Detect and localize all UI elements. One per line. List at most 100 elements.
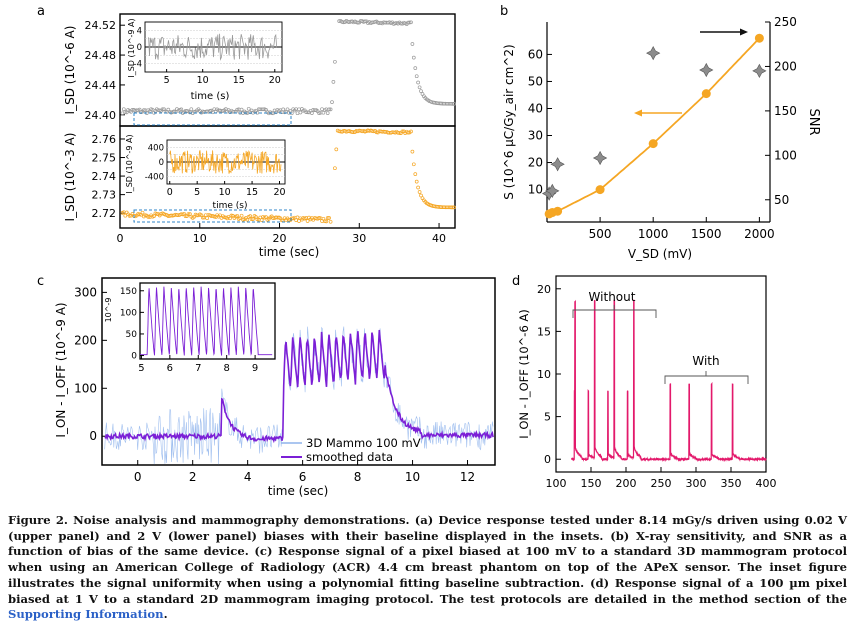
panel-a-upper-yticks: 24.40 24.44 24.48 24.52	[85, 19, 125, 122]
panel-a-upper-point	[417, 85, 422, 90]
panel-a-lower-point	[200, 215, 205, 220]
panel-a-lower-point	[239, 213, 244, 218]
panel-a-upper-point	[363, 19, 367, 24]
panel-a-inset-trace	[148, 33, 278, 61]
panel-b-right-ytick: 200	[774, 59, 797, 73]
panel-a-upper-point	[297, 107, 301, 112]
panel-a-upper-point	[419, 89, 423, 93]
panel-b: 500 1000 1500 2000 60 50 40 30 20 10 250 200 150 100 5…	[502, 15, 821, 261]
panel-label-a: a	[37, 4, 45, 19]
panel-a-upper-point	[179, 107, 184, 112]
panel-label-b: b	[500, 4, 508, 19]
panel-a-upper-ytick: 24.44	[85, 79, 117, 92]
supporting-information-link[interactable]: Supporting Information	[8, 607, 164, 622]
panel-d-ytick: 5	[544, 411, 551, 424]
without-bracket	[572, 309, 657, 318]
panel-a-upper-point	[410, 42, 415, 46]
panel-a-lower-ytick: 2.72	[92, 207, 117, 220]
panel-a-upper-point	[330, 100, 334, 104]
panel-d-ticks: 100 150 200 250 300 350 400 20 15 10 5 0	[537, 283, 777, 490]
snr-star	[550, 157, 565, 172]
panel-b-right-ytick: 50	[774, 193, 789, 207]
panel-a-lower-point	[137, 212, 142, 217]
panel-c-ticks: 0 2 4 6 8 10 12 300 200 100 0	[74, 285, 475, 484]
panel-b-xtick: 500	[589, 227, 612, 241]
panel-a-inset-xtick: 5	[194, 187, 200, 198]
panel-a-lower-point	[249, 217, 254, 221]
panel-a-upper-point	[150, 107, 155, 112]
panel-a-lower-point	[419, 193, 423, 198]
panel-c-legend: 3D Mammo 100 mV smoothed data	[281, 436, 421, 464]
panel-b-right-ytick: 100	[774, 148, 797, 162]
panel-a-inset-xtick: 10	[219, 187, 231, 198]
panel-a-lower-point	[152, 214, 156, 218]
panel-a-upper-point	[246, 106, 251, 111]
panel-c-inset-ytick: 150	[120, 287, 137, 297]
panel-d-xtick: 350	[721, 477, 742, 490]
panel-b-left-ytick: 50	[528, 74, 543, 88]
panel-c-xtick: 12	[460, 470, 475, 484]
panel-c-inset-ylabel: 10^-9	[104, 298, 113, 323]
panel-c-ytick: 200	[74, 333, 97, 347]
panel-c-inset-xtick: 5	[138, 363, 144, 374]
sensitivity-point	[701, 89, 711, 99]
panel-c-ylabel: I_ON - I_OFF (10^-9 A)	[54, 302, 68, 437]
panel-c-inset-xtick: 7	[195, 363, 201, 374]
panel-a-xtick: 0	[117, 232, 124, 245]
panel-a-upper-baseline-box	[133, 112, 292, 126]
panel-c-inset: 5 6 7 8 9 150 100 50 0 10^-9	[104, 282, 276, 374]
panel-c: 0 2 4 6 8 10 12 300 200 100 0 5 6 7 8 9 150 100 50 0 10^-9…	[54, 277, 496, 498]
panel-c-inset-ytick: 0	[131, 352, 137, 362]
inset-trace	[140, 286, 273, 356]
panel-a-inset-xtick: 20	[273, 187, 285, 198]
panel-a-inset-xtick: 10	[197, 75, 209, 86]
panel-a-lower-point	[235, 213, 240, 218]
panel-a-upper-ytick: 24.48	[85, 49, 117, 62]
panel-a-upper-point	[235, 107, 240, 112]
panel-d-ylabel: I_ON - I_OFF (10^-6 A)	[517, 309, 531, 439]
panel-a-lower-point	[325, 216, 330, 220]
panel-c-inset-xtick: 8	[223, 363, 229, 374]
panel-a-lower-point	[397, 131, 402, 135]
panel-b-right-ylabel: SNR	[806, 108, 821, 135]
panel-a-lower-ytick: 2.75	[92, 152, 117, 165]
sensitivity-line	[548, 37, 761, 215]
panel-a-upper-ylabel: I_SD (10^-6 A)	[63, 26, 77, 115]
panel-a-upper-point	[409, 20, 413, 25]
panel-label-c: c	[37, 274, 44, 289]
panel-c-xtick: 10	[405, 470, 420, 484]
panel-a-lower-point	[410, 149, 415, 154]
sensitivity-point	[648, 139, 658, 149]
panel-a-inset-ytick: 400	[148, 143, 164, 153]
caption-end: .	[163, 607, 168, 622]
panel-b-right-ytick: 250	[774, 15, 797, 29]
panel-a-inset-xtick: 15	[246, 187, 258, 198]
panel-d-ytick: 15	[537, 325, 551, 338]
panel-b-xtick: 1000	[638, 227, 669, 241]
panel-a-lower-data	[120, 128, 456, 224]
panel-a-lower-point	[140, 210, 145, 215]
panel-a-upper-point	[142, 108, 146, 112]
panel-a-upper-point	[121, 107, 126, 112]
panel-a-inset-ytick: 0	[137, 43, 142, 53]
panel-a-lower-point	[287, 217, 291, 222]
panel-a-inset-xtick: 20	[269, 75, 281, 86]
panel-a-upper-point	[331, 80, 336, 84]
panel-a-upper-point	[239, 107, 244, 112]
panel-a-upper-point	[305, 110, 310, 115]
panel-c-ytick: 300	[74, 285, 97, 299]
panel-a-lower-point	[414, 179, 419, 184]
panel-b-left-ytick: 40	[528, 101, 543, 115]
panel-a-lower-point	[324, 219, 329, 224]
panel-c-xtick: 0	[134, 470, 142, 484]
panel-c-inset-ytick: 50	[126, 330, 138, 340]
panel-a-lower-point	[409, 129, 413, 134]
panel-a-inset-ytick: 4	[137, 26, 142, 36]
panel-a-lower-point	[123, 213, 128, 218]
panel-a-lower-point	[251, 217, 255, 221]
panel-a-lower-ylabel: I_SD (10^-3 A)	[63, 133, 77, 222]
panel-a-upper-inset-ylabel: I_SD (10^-9 A)	[127, 18, 136, 77]
legend-raw: 3D Mammo 100 mV	[306, 436, 421, 450]
panel-a-lower-point	[328, 219, 333, 224]
panel-a-upper-ytick: 24.52	[85, 19, 117, 32]
